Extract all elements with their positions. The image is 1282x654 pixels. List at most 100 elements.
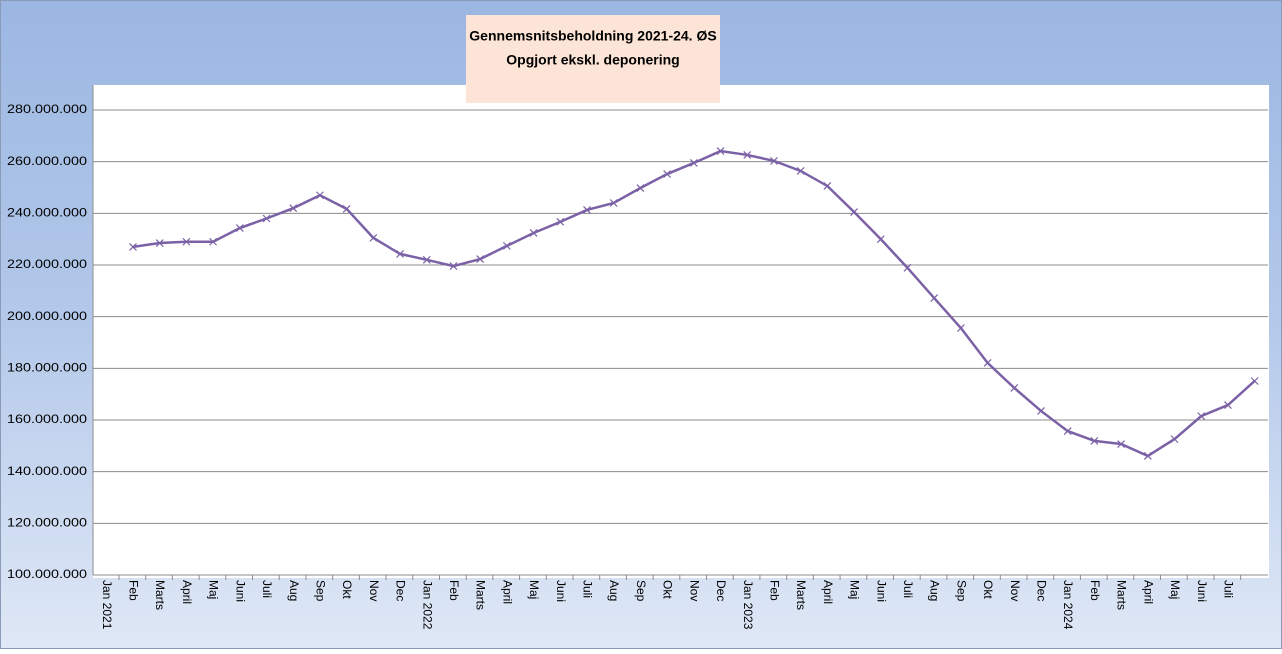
x-tick-label: April bbox=[180, 580, 194, 604]
x-tick-label: Feb bbox=[1088, 580, 1102, 601]
chart-subtitle: Opgjort ekskl. deponering bbox=[506, 52, 679, 68]
x-tick-label: Jan 2022 bbox=[420, 580, 434, 630]
x-tick-label: Nov bbox=[1008, 580, 1022, 601]
chart-title: Gennemsnitsbeholdning 2021-24. ØS bbox=[469, 28, 716, 44]
marker bbox=[1224, 401, 1232, 409]
marker bbox=[369, 233, 378, 242]
x-tick-label: Juli bbox=[260, 580, 274, 598]
y-tick-label: 140.000.000 bbox=[7, 464, 87, 478]
marker bbox=[636, 184, 645, 192]
x-tick-label: Okt bbox=[981, 580, 995, 599]
x-tick-label: Dec bbox=[714, 580, 728, 601]
marker bbox=[209, 237, 218, 246]
x-tick-label: Aug bbox=[928, 580, 942, 601]
marker bbox=[743, 151, 752, 159]
marker bbox=[1250, 377, 1259, 385]
y-tick-label: 200.000.000 bbox=[7, 309, 87, 323]
marker bbox=[502, 241, 511, 250]
marker bbox=[1117, 440, 1126, 448]
x-tick-label: April bbox=[1141, 580, 1155, 604]
marker bbox=[262, 214, 271, 223]
marker bbox=[903, 263, 912, 272]
y-tick-label: 160.000.000 bbox=[7, 412, 87, 426]
x-tick-label: Nov bbox=[687, 580, 701, 601]
x-tick-label: Juli bbox=[581, 580, 595, 598]
x-tick-label: April bbox=[500, 580, 514, 604]
marker bbox=[1197, 412, 1206, 421]
marker bbox=[930, 294, 939, 302]
x-tick-label: Marts bbox=[794, 580, 808, 610]
marker bbox=[316, 191, 324, 200]
marker bbox=[609, 199, 618, 207]
x-tick-label: Aug bbox=[607, 580, 621, 601]
x-tick-label: Marts bbox=[1115, 580, 1129, 610]
marker bbox=[289, 204, 298, 213]
title-box bbox=[466, 15, 720, 103]
marker bbox=[850, 208, 858, 216]
marker bbox=[1010, 384, 1019, 392]
x-tick-label: Juni bbox=[874, 580, 888, 602]
x-tick-label: Dec bbox=[394, 580, 408, 601]
x-tick-label: Feb bbox=[767, 580, 781, 601]
x-tick-label: Okt bbox=[661, 580, 675, 599]
marker bbox=[1063, 427, 1072, 436]
marker bbox=[770, 156, 778, 165]
y-tick-label: 180.000.000 bbox=[7, 361, 87, 375]
x-tick-label: Sep bbox=[634, 580, 648, 602]
x-tick-label: Juni bbox=[554, 580, 568, 602]
marker bbox=[182, 237, 191, 246]
marker bbox=[1170, 435, 1179, 444]
plot-area bbox=[93, 85, 1269, 578]
x-tick-label: Aug bbox=[287, 580, 301, 601]
x-tick-label: Juni bbox=[1195, 580, 1209, 602]
x-tick-label: Sep bbox=[954, 580, 968, 602]
marker bbox=[449, 262, 458, 270]
marker bbox=[1143, 451, 1152, 460]
x-tick-label: Sep bbox=[313, 580, 327, 602]
marker bbox=[1090, 437, 1099, 445]
x-tick-label: Nov bbox=[367, 580, 381, 601]
x-tick-label: Juni bbox=[233, 580, 247, 602]
y-tick-label: 120.000.000 bbox=[7, 516, 87, 530]
x-tick-label: Jan 2024 bbox=[1061, 580, 1075, 630]
marker bbox=[716, 147, 725, 155]
x-tick-label: Juli bbox=[1221, 580, 1235, 598]
marker bbox=[1037, 407, 1045, 415]
marker bbox=[689, 159, 698, 167]
marker bbox=[396, 249, 404, 258]
marker bbox=[796, 167, 805, 175]
x-tick-label: Maj bbox=[207, 580, 221, 599]
marker bbox=[556, 217, 565, 226]
y-tick-label: 240.000.000 bbox=[7, 206, 87, 220]
x-tick-label: Maj bbox=[848, 580, 862, 599]
marker bbox=[129, 242, 137, 251]
marker bbox=[876, 235, 885, 244]
marker bbox=[235, 224, 244, 232]
marker bbox=[956, 324, 965, 332]
x-tick-label: Jan 2021 bbox=[100, 580, 114, 630]
y-tick-label: 220.000.000 bbox=[7, 257, 87, 271]
x-tick-label: Jan 2023 bbox=[741, 580, 755, 630]
marker bbox=[823, 182, 832, 190]
x-tick-label: Feb bbox=[127, 580, 141, 601]
marker bbox=[422, 255, 431, 264]
x-tick-label: April bbox=[821, 580, 835, 604]
x-tick-label: Marts bbox=[474, 580, 488, 610]
x-tick-label: Maj bbox=[1168, 580, 1182, 599]
y-tick-label: 280.000.000 bbox=[7, 102, 87, 116]
marker bbox=[583, 206, 591, 214]
y-tick-label: 100.000.000 bbox=[7, 567, 87, 581]
x-tick-label: Okt bbox=[340, 580, 354, 599]
marker bbox=[342, 205, 351, 213]
marker bbox=[476, 255, 485, 263]
marker bbox=[529, 229, 538, 237]
x-tick-label: Juli bbox=[901, 580, 915, 598]
x-tick-label: Dec bbox=[1035, 580, 1049, 601]
x-tick-label: Marts bbox=[153, 580, 167, 610]
marker bbox=[155, 239, 164, 247]
marker bbox=[663, 170, 672, 178]
marker bbox=[983, 358, 992, 367]
x-tick-label: Feb bbox=[447, 580, 461, 601]
x-tick-label: Maj bbox=[527, 580, 541, 599]
